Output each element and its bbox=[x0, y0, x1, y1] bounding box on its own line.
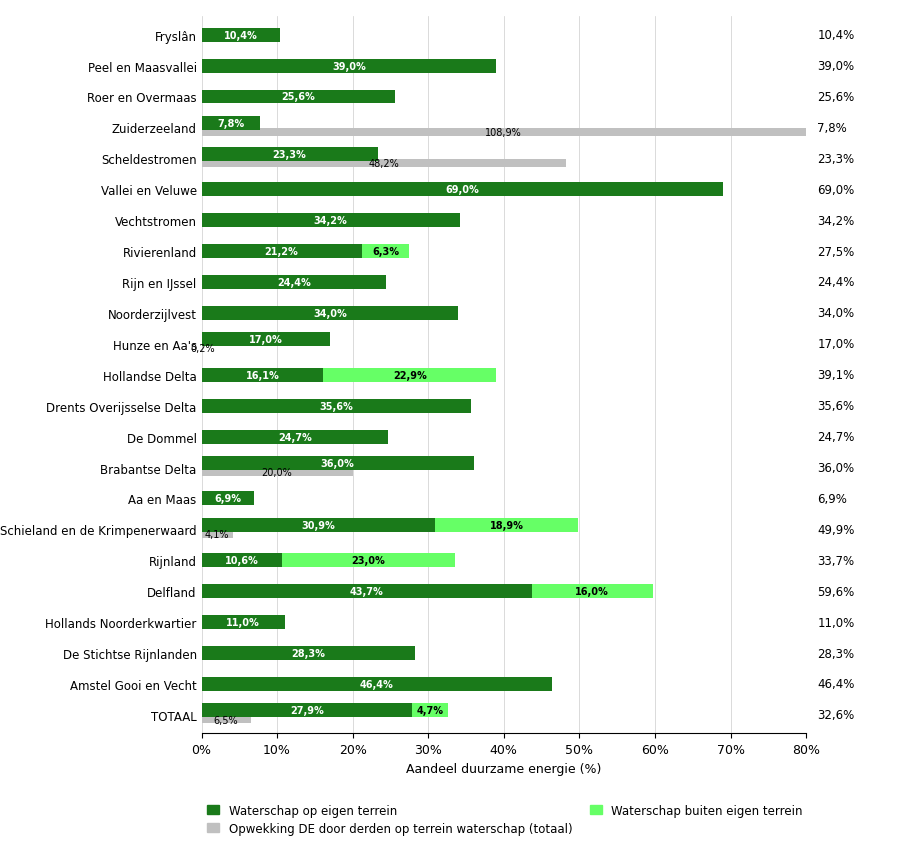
Text: 48,2%: 48,2% bbox=[368, 159, 399, 169]
Text: 17,0%: 17,0% bbox=[817, 338, 855, 351]
Bar bbox=[323, 368, 496, 382]
Text: 59,6%: 59,6% bbox=[817, 585, 855, 598]
Bar bbox=[202, 704, 412, 717]
Text: 6,5%: 6,5% bbox=[213, 715, 238, 725]
Bar bbox=[202, 492, 254, 506]
Text: 20,0%: 20,0% bbox=[262, 467, 292, 478]
Bar bbox=[202, 245, 362, 258]
Text: 6,9%: 6,9% bbox=[817, 492, 847, 505]
Text: 46,4%: 46,4% bbox=[817, 677, 855, 691]
Text: 6,9%: 6,9% bbox=[214, 494, 241, 504]
Text: 11,0%: 11,0% bbox=[226, 618, 260, 628]
Text: 23,3%: 23,3% bbox=[817, 153, 855, 165]
Bar bbox=[435, 518, 578, 532]
Text: 11,0%: 11,0% bbox=[817, 616, 855, 629]
Bar bbox=[202, 531, 233, 538]
Text: 23,3%: 23,3% bbox=[273, 149, 307, 160]
Text: 34,2%: 34,2% bbox=[314, 216, 347, 226]
Bar bbox=[202, 469, 353, 477]
Bar bbox=[202, 677, 552, 691]
Text: 25,6%: 25,6% bbox=[817, 91, 855, 104]
Text: 21,2%: 21,2% bbox=[265, 247, 299, 257]
Bar bbox=[202, 616, 285, 630]
Bar bbox=[202, 90, 395, 104]
Bar bbox=[202, 456, 474, 470]
Bar bbox=[202, 129, 806, 136]
Text: 49,9%: 49,9% bbox=[817, 523, 855, 537]
Text: 17,0%: 17,0% bbox=[249, 335, 283, 345]
Text: 24,7%: 24,7% bbox=[817, 431, 855, 444]
Text: 10,4%: 10,4% bbox=[817, 29, 855, 42]
Text: 7,8%: 7,8% bbox=[217, 119, 245, 129]
Bar bbox=[202, 554, 281, 567]
Bar bbox=[202, 716, 251, 723]
Legend: Waterschap op eigen terrein, Opwekking DE door derden op terrein waterschap (tot: Waterschap op eigen terrein, Opwekking D… bbox=[207, 804, 802, 834]
Bar bbox=[532, 584, 653, 599]
Bar bbox=[202, 214, 460, 228]
Text: 24,4%: 24,4% bbox=[277, 278, 311, 287]
Text: 28,3%: 28,3% bbox=[291, 648, 325, 659]
Text: 34,0%: 34,0% bbox=[817, 307, 855, 320]
Text: 24,7%: 24,7% bbox=[278, 432, 311, 442]
Bar bbox=[202, 345, 203, 353]
Bar bbox=[362, 245, 409, 258]
Bar bbox=[202, 29, 280, 43]
Text: 39,0%: 39,0% bbox=[332, 61, 365, 72]
Bar bbox=[202, 430, 388, 444]
Bar bbox=[202, 584, 532, 599]
Text: 24,4%: 24,4% bbox=[817, 276, 855, 289]
Bar bbox=[202, 518, 435, 532]
Bar bbox=[202, 183, 723, 197]
Text: 46,4%: 46,4% bbox=[360, 679, 394, 689]
Text: 27,5%: 27,5% bbox=[817, 246, 855, 258]
Text: 34,2%: 34,2% bbox=[817, 214, 855, 228]
Text: 35,6%: 35,6% bbox=[319, 401, 353, 411]
Text: 7,8%: 7,8% bbox=[817, 122, 847, 135]
Bar bbox=[202, 333, 330, 347]
Text: 39,1%: 39,1% bbox=[817, 368, 855, 382]
Text: 16,1%: 16,1% bbox=[245, 370, 279, 380]
Text: 4,1%: 4,1% bbox=[205, 530, 229, 539]
X-axis label: Aandeel duurzame energie (%): Aandeel duurzame energie (%) bbox=[406, 762, 602, 775]
Text: 69,0%: 69,0% bbox=[817, 183, 855, 196]
Text: 4,7%: 4,7% bbox=[417, 705, 443, 716]
Text: 22,9%: 22,9% bbox=[393, 370, 427, 380]
Text: 43,7%: 43,7% bbox=[350, 587, 384, 596]
Text: 10,6%: 10,6% bbox=[224, 555, 258, 566]
Text: 10,4%: 10,4% bbox=[224, 31, 257, 41]
Text: 35,6%: 35,6% bbox=[817, 400, 855, 413]
Text: 0,2%: 0,2% bbox=[190, 344, 214, 354]
Text: 36,0%: 36,0% bbox=[817, 461, 855, 474]
Text: 16,0%: 16,0% bbox=[575, 587, 609, 596]
Bar bbox=[202, 399, 471, 413]
Text: 34,0%: 34,0% bbox=[313, 309, 347, 318]
Bar bbox=[202, 276, 386, 290]
Bar bbox=[202, 368, 323, 382]
Bar bbox=[202, 60, 496, 73]
Text: 25,6%: 25,6% bbox=[281, 92, 315, 102]
Bar bbox=[281, 554, 455, 567]
Bar bbox=[202, 148, 377, 161]
Text: 39,0%: 39,0% bbox=[817, 60, 855, 73]
Text: 18,9%: 18,9% bbox=[489, 520, 523, 530]
Bar bbox=[202, 160, 566, 168]
Text: 69,0%: 69,0% bbox=[445, 185, 479, 195]
Bar bbox=[412, 704, 448, 717]
Text: 108,9%: 108,9% bbox=[485, 128, 522, 138]
Bar bbox=[202, 647, 415, 660]
Text: 36,0%: 36,0% bbox=[321, 458, 354, 468]
Text: 23,0%: 23,0% bbox=[352, 555, 386, 566]
Text: 27,9%: 27,9% bbox=[290, 705, 324, 716]
Text: 33,7%: 33,7% bbox=[817, 554, 855, 567]
Text: 30,9%: 30,9% bbox=[301, 520, 335, 530]
Bar bbox=[202, 306, 459, 321]
Text: 28,3%: 28,3% bbox=[817, 647, 855, 659]
Text: 6,3%: 6,3% bbox=[372, 247, 399, 257]
Bar bbox=[202, 117, 260, 131]
Text: 32,6%: 32,6% bbox=[817, 709, 855, 722]
